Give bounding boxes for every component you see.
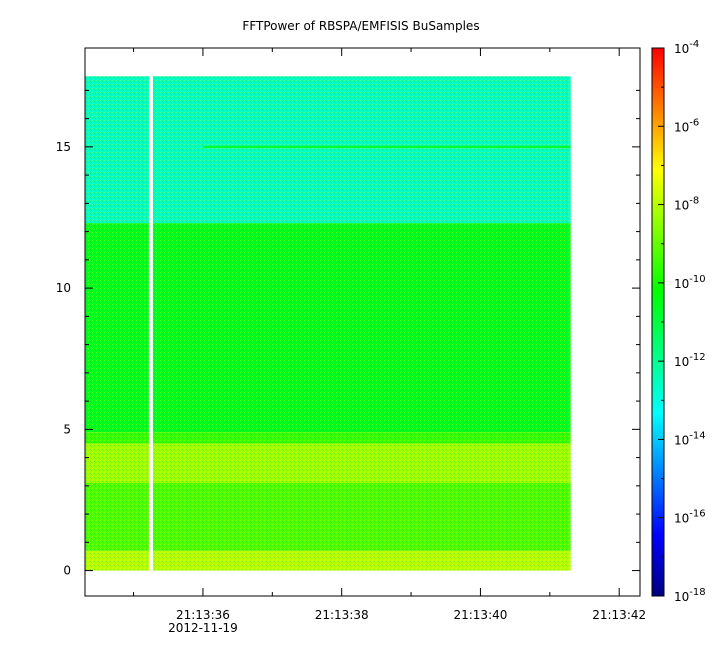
chart-title: FFTPower of RBSPA/EMFISIS BuSamples [242,19,479,33]
colorbar-tick-exponent: -14 [689,430,705,441]
x-tick-label: 21:13:36 [176,608,230,622]
y-tick-label: 0 [63,564,71,578]
x-tick-label: 21:13:40 [453,608,507,622]
colorbar-tick-exponent: -6 [689,117,699,128]
y-axis: 0 5 10 15 [56,89,640,578]
colorbar-tick-exponent: -12 [689,352,705,363]
colorbar-tick-label: 10-8 [674,196,699,213]
colorbar-tick-label: 10-18 [674,587,706,604]
colorbar-axis: 10-4 10-6 10-8 10-10 10-12 10-14 10-16 10-18 [658,39,706,604]
y-tick-label: 10 [56,281,71,295]
data-gap [148,76,153,571]
plot-frame [84,47,641,597]
x-tick-date-label: 2012-11-19 [168,621,238,635]
colorbar-tick-label: 10-12 [674,352,706,369]
spectrogram-texture [85,76,571,571]
colorbar-tick-exponent: -16 [689,509,705,520]
colorbar-tick-label: 10-14 [674,430,706,447]
colorbar-tick-exponent: -4 [689,39,699,50]
colorbar-tick-label: 10-10 [674,274,706,291]
colorbar-tick-exponent: -8 [689,196,699,207]
x-tick-label: 21:13:42 [592,608,646,622]
colorbar-tick-label: 10-6 [674,117,699,134]
x-tick-label: 21:13:38 [315,608,369,622]
y-tick-label: 15 [56,140,71,154]
colorbar-tick-label: 10-16 [674,509,706,526]
colorbar-tick-exponent: -18 [689,587,705,598]
colorbar-tick-label: 10-4 [674,39,699,56]
colorbar-tick-exponent: -10 [689,274,705,285]
y-tick-label: 5 [63,422,71,436]
